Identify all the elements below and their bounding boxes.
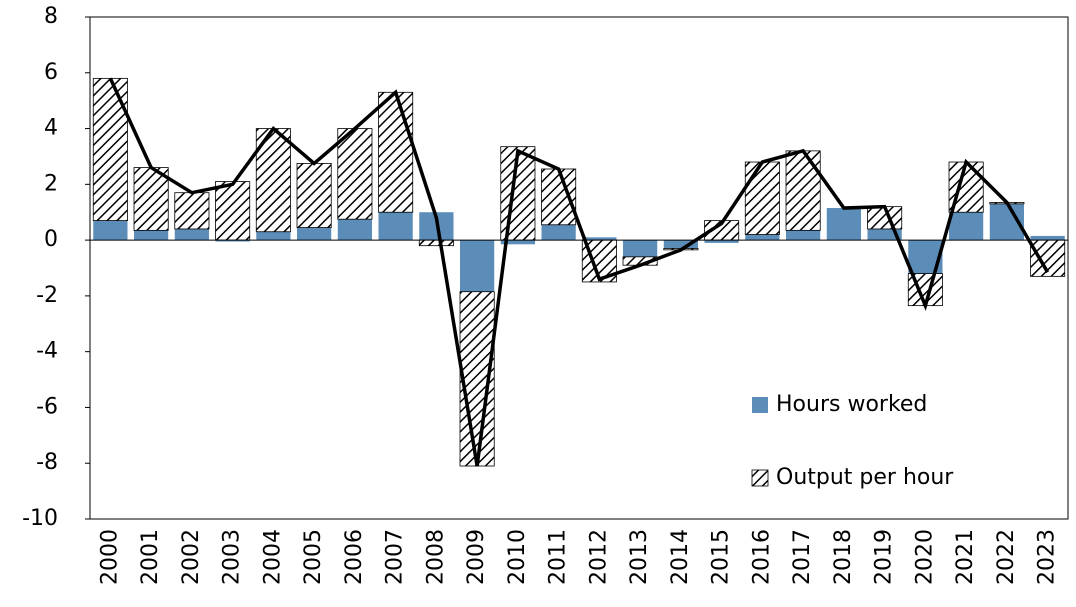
bar [460, 240, 495, 292]
legend-label: Hours worked [776, 392, 927, 417]
bar [337, 219, 372, 241]
x-tick-label: 2020 [912, 529, 937, 585]
bar [704, 240, 739, 243]
x-tick-label: 2007 [383, 529, 408, 585]
x-tick-label: 2006 [342, 529, 367, 585]
bar [256, 231, 291, 241]
bar [663, 240, 698, 249]
x-tick-label: 2009 [464, 529, 489, 585]
y-tick-label: -8 [36, 450, 58, 475]
x-tick-label: 2003 [220, 529, 245, 585]
bar [785, 150, 821, 231]
bar [215, 181, 251, 241]
x-tick-label: 2012 [586, 529, 611, 585]
y-tick-label: -2 [36, 283, 58, 308]
x-tick-label: 2023 [1035, 529, 1060, 585]
plot-frame [89, 16, 1069, 520]
bar [297, 227, 332, 241]
bar [541, 224, 576, 241]
y-tick-label: -6 [36, 394, 58, 419]
bar [378, 91, 414, 213]
total-line [108, 77, 1050, 467]
x-tick-label: 2008 [423, 529, 448, 585]
y-tick-label: 8 [44, 4, 58, 29]
x-tick-label: 2004 [260, 529, 285, 585]
bar [296, 163, 332, 228]
x-tick-label: 2015 [709, 529, 734, 585]
legend-swatch [752, 397, 768, 413]
x-tick-label: 2011 [546, 529, 571, 585]
bar [744, 161, 780, 235]
y-tick-label: 4 [44, 116, 58, 141]
y-tick-label: 6 [44, 60, 58, 85]
y-tick-label: 2 [44, 171, 58, 196]
bar [786, 230, 821, 241]
x-tick-label: 2016 [749, 529, 774, 585]
y-tick-label: 0 [44, 227, 58, 252]
x-tick-label: 2001 [138, 529, 163, 585]
bar [174, 192, 210, 230]
x-tick-label: 2017 [790, 529, 815, 585]
bar [949, 212, 984, 241]
bar [418, 239, 454, 247]
bar [174, 228, 209, 241]
bar [500, 240, 535, 245]
bar [378, 212, 413, 241]
bar [215, 240, 250, 242]
bar [867, 228, 902, 241]
x-tick-label: 2021 [953, 529, 978, 585]
y-tick-label: -4 [36, 339, 58, 364]
legend-label: Output per hour [776, 465, 954, 490]
x-tick-label: 2022 [994, 529, 1019, 585]
x-tick-label: 2000 [97, 529, 122, 585]
bar [92, 77, 128, 221]
bar [745, 234, 780, 241]
bar [1030, 235, 1065, 241]
x-tick-label: 2002 [179, 529, 204, 585]
x-tick-label: 2010 [505, 529, 530, 585]
bar [826, 208, 861, 241]
bar [337, 128, 373, 220]
bar [623, 240, 658, 257]
bar [93, 220, 128, 241]
x-tick-label: 2014 [668, 529, 693, 585]
y-tick-label: -10 [22, 506, 58, 531]
bar [134, 230, 169, 241]
x-tick-label: 2013 [627, 529, 652, 585]
legend-swatch [751, 469, 769, 487]
x-tick-label: 2019 [872, 529, 897, 585]
bar [582, 237, 617, 241]
x-tick-label: 2018 [831, 529, 856, 585]
x-tick-label: 2005 [301, 529, 326, 585]
